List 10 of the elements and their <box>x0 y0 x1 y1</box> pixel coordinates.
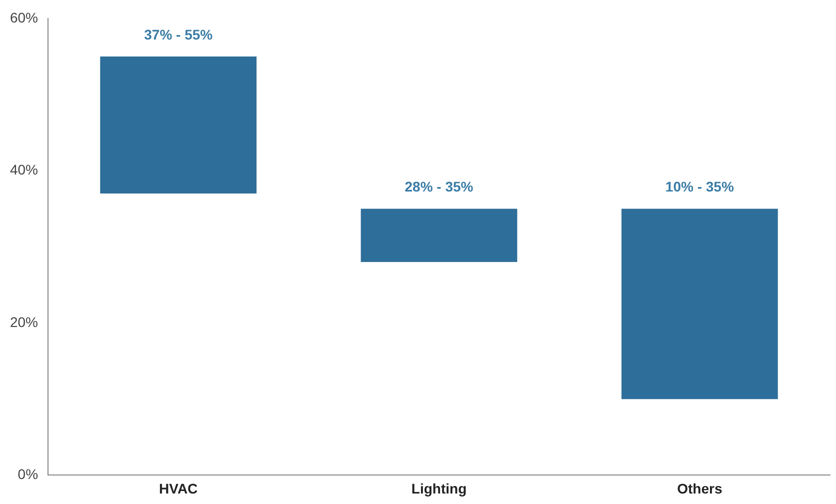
x-tick-label: Lighting <box>411 480 467 496</box>
annotation: 28% - 35% <box>404 178 474 195</box>
x-tick-label: Others <box>677 480 722 496</box>
x-tick-label: HVAC <box>159 480 198 496</box>
y-tick-label: 40% <box>10 162 38 178</box>
y-tick-label: 20% <box>10 314 38 330</box>
y-tick-label: 60% <box>10 9 38 26</box>
y-tick-label: 0% <box>18 466 38 482</box>
annotation: 37% - 55% <box>144 26 214 42</box>
annotation: 10% - 35% <box>665 178 734 195</box>
